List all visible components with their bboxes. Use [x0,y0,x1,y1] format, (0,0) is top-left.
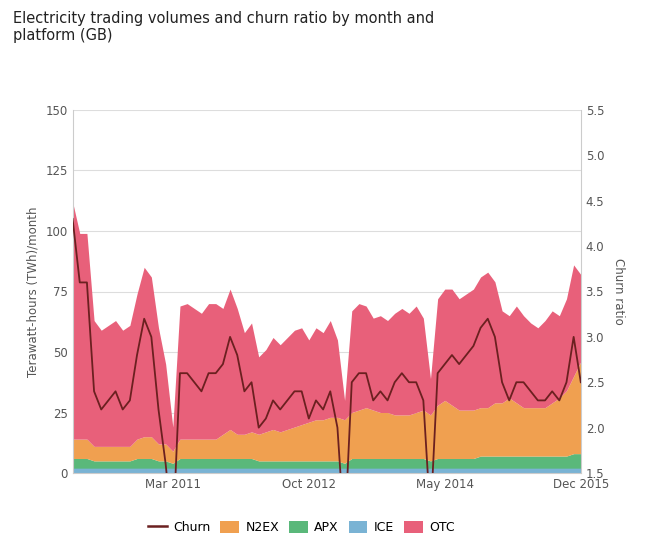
Text: Electricity trading volumes and churn ratio by month and
platform (GB): Electricity trading volumes and churn ra… [13,11,434,43]
Y-axis label: Terawatt-hours (TWh)/month: Terawatt-hours (TWh)/month [27,206,40,377]
Legend: Churn, N2EX, APX, ICE, OTC: Churn, N2EX, APX, ICE, OTC [143,515,459,539]
Y-axis label: Churn ratio: Churn ratio [612,258,625,325]
